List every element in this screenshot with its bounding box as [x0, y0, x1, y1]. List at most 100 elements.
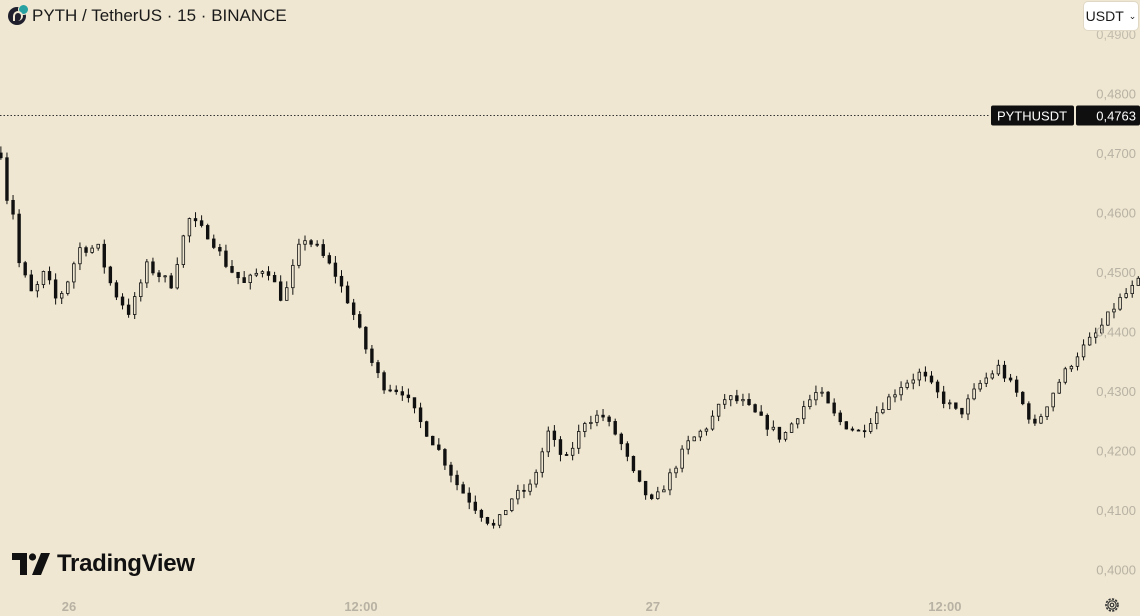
candle-body-up	[528, 483, 532, 492]
candle-body-down	[151, 261, 155, 274]
candle-body-down	[607, 416, 611, 422]
candle-body-down	[1033, 418, 1037, 424]
candle-body-down	[424, 421, 429, 437]
currency-selector[interactable]: USDT ⌄	[1084, 2, 1138, 30]
candle-body-down	[376, 362, 380, 374]
candle-body-up	[248, 274, 252, 283]
candle-body-up	[789, 423, 794, 433]
price-tick-label: 0,4300	[1096, 384, 1136, 399]
candle-body-up	[595, 414, 599, 423]
candle-body-up	[546, 430, 551, 453]
time-tick-label: 12:00	[928, 599, 961, 614]
candle-body-up	[96, 243, 100, 249]
candle-body-down	[84, 247, 88, 253]
candle-body-down	[637, 470, 642, 482]
candle-body-up	[510, 498, 514, 511]
candle-body-up	[868, 423, 873, 432]
candle-body-down	[929, 375, 934, 383]
candle-body-up	[692, 436, 696, 442]
candle-body-down	[643, 480, 648, 496]
candle-body-up	[911, 379, 915, 384]
candle-body-up	[1069, 365, 1074, 370]
candle-body-down	[479, 509, 484, 518]
candle-body-down	[370, 348, 374, 363]
candle-body-up	[297, 243, 301, 266]
candle-body-down	[29, 274, 33, 292]
candle-body-up	[1094, 332, 1098, 338]
candle-body-up	[72, 263, 76, 283]
price-tick-label: 0,4200	[1096, 444, 1136, 459]
candle-body-down	[364, 326, 368, 350]
candle-body-down	[114, 282, 119, 298]
candle-body-down	[242, 277, 246, 283]
candle-body-down	[120, 296, 125, 306]
candle-body-up	[966, 398, 970, 415]
candle-body-down	[126, 304, 131, 315]
price-tick-label: 0,4800	[1096, 87, 1136, 102]
candle-body-up	[90, 247, 94, 253]
candle-body-up	[60, 293, 64, 299]
candle-body-up	[181, 235, 186, 265]
price-axis[interactable]: 0,4900 0,4800 0,4700 0,4600 0,4500 0,4400 0,4…	[1096, 27, 1136, 578]
candle-body-up	[175, 264, 179, 289]
candle-body-up	[990, 373, 995, 379]
candle-body-down	[832, 402, 836, 414]
symbol-title[interactable]: PYTH / TetherUS · 15 · BINANCE	[32, 6, 287, 25]
time-tick-label: 12:00	[344, 599, 377, 614]
price-tick-label: 0,4900	[1096, 27, 1136, 42]
candle-body-down	[388, 389, 392, 392]
candle-body-up	[132, 296, 137, 315]
candle-body-up	[1063, 368, 1068, 383]
candle-body-down	[1021, 391, 1025, 405]
candle-body-down	[954, 402, 958, 409]
candle-body-down	[212, 238, 216, 248]
candle-body-up	[139, 282, 143, 297]
candle-body-up	[41, 271, 46, 285]
candle-body-down	[382, 372, 386, 391]
gear-icon[interactable]	[1104, 597, 1120, 613]
candle-body-up	[577, 431, 581, 449]
candle-body-up	[978, 382, 982, 390]
candle-body-up	[722, 399, 727, 405]
candle-body-down	[473, 501, 478, 511]
candle-body-down	[650, 494, 654, 499]
candle-body-up	[741, 399, 745, 402]
time-tick-label: 27	[646, 599, 660, 614]
candle-body-down	[1027, 403, 1031, 420]
candle-body-down	[923, 371, 928, 377]
candle-body-up	[899, 387, 903, 396]
candle-body-down	[236, 271, 240, 279]
candle-body-down	[759, 411, 763, 416]
candle-body-down	[193, 218, 198, 222]
candle-body-up	[972, 388, 976, 400]
candle-body-up	[875, 412, 879, 424]
candle-body-down	[11, 199, 15, 215]
chevron-down-icon: ⌄	[1128, 10, 1137, 21]
candle-body-down	[765, 414, 769, 430]
candle-body-down	[862, 430, 867, 433]
candle-body-up	[66, 281, 70, 294]
candle-body-up	[291, 264, 295, 289]
candle-body-up	[1130, 284, 1134, 295]
candle-body-up	[163, 275, 167, 278]
candle-body-up	[187, 218, 192, 237]
candle-body-up	[1045, 406, 1049, 417]
candle-body-up	[1075, 356, 1080, 367]
candle-body-down	[218, 247, 222, 252]
candle-body-down	[102, 243, 106, 268]
candle-body-down	[53, 279, 58, 299]
candle-body-down	[418, 407, 423, 423]
candle-body-down	[345, 285, 350, 304]
candle-body-down	[613, 421, 617, 435]
candle-body-up	[504, 510, 508, 516]
candle-body-down	[17, 213, 21, 264]
candle-body-up	[1057, 381, 1061, 394]
candle-body-up	[668, 472, 672, 491]
candle-body-up	[783, 432, 788, 440]
candle-body-up	[905, 382, 909, 388]
candle-body-down	[394, 389, 398, 393]
candle-body-up	[516, 489, 520, 500]
candle-body-up	[674, 467, 678, 474]
